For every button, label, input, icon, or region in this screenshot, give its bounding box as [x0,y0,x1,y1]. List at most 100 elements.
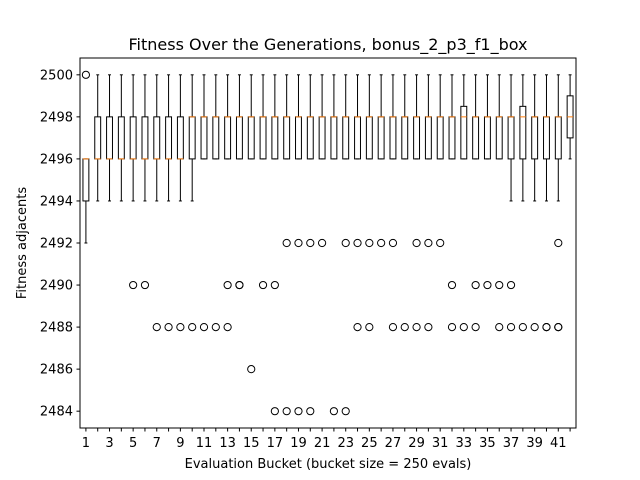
y-tick-label: 2494 [40,194,73,209]
outlier-point [530,322,539,332]
outlier-point [223,280,232,290]
x-tick-label: 33 [456,436,473,451]
outlier-point [317,238,327,248]
outlier-point [424,322,433,332]
x-tick-label: 9 [176,436,184,451]
box-4 [117,74,125,202]
box-24 [353,74,362,332]
box-20 [306,74,315,416]
x-tick-label: 29 [408,436,425,451]
outlier-point [471,280,480,290]
outlier-point [306,238,315,248]
box-6 [140,74,150,290]
x-tick-label: 31 [432,436,449,451]
y-axis-label: Fitness adjacents [15,187,30,299]
outlier-point [400,322,409,332]
outlier-point [152,322,161,332]
outlier-point [223,322,232,332]
outlier-point [341,238,350,248]
box-12 [211,74,220,332]
box-17 [270,74,279,416]
box-5 [129,74,138,290]
y-tick-label: 2486 [40,363,73,378]
outlier-point [294,238,303,248]
x-tick-label: 35 [479,436,496,451]
outlier-point [365,322,374,332]
outlier-point [412,322,421,332]
x-tick-label: 3 [105,436,113,451]
outlier-point [447,280,457,290]
box-27 [388,74,398,332]
outlier-point [164,322,173,332]
outlier-point [436,238,445,248]
y-tick-label: 2488 [40,321,73,336]
box-22 [329,74,339,416]
box-13 [223,74,232,332]
box-15 [247,74,256,374]
box-11 [199,74,209,332]
outlier-point [270,280,279,290]
outlier-point [412,238,421,248]
outlier-point [518,322,527,332]
x-tick-label: 13 [219,436,236,451]
outlier-point [258,280,268,290]
box-8 [164,74,173,332]
box-14 [235,74,244,290]
y-tick-label: 2484 [40,405,73,420]
box-39 [530,74,539,332]
outlier-point [388,322,398,332]
x-tick-label: 39 [526,436,543,451]
x-tick-label: 11 [196,436,213,451]
box-29 [412,74,421,332]
box-35 [483,74,492,290]
outlier-point [542,322,551,332]
outlier-point [365,238,374,248]
box-7 [152,74,161,332]
box-31 [436,74,445,248]
box-2 [94,74,102,202]
box-41 [554,74,563,332]
outlier-point [211,322,220,332]
box-18 [282,74,291,416]
box-30 [424,74,433,332]
box-1 [81,70,91,244]
box-37 [506,74,516,332]
iqr-box [460,105,468,160]
outlier-point [282,238,291,248]
boxes-layer [81,70,574,416]
box-21 [317,74,327,248]
outlier-point [81,70,91,79]
outlier-point [247,365,256,374]
box-16 [258,74,268,290]
box-19 [294,74,303,416]
plot-frame [79,57,577,429]
outlier-point [282,407,291,416]
x-tick-label: 17 [267,436,284,451]
x-tick-label: 27 [385,436,402,451]
outlier-point [199,322,209,332]
x-tick-label: 15 [243,436,260,451]
x-tick-label: 21 [314,436,331,451]
outlier-point [140,280,150,290]
outlier-point [188,322,197,332]
outlier-point [495,280,504,290]
box-34 [471,74,480,332]
box-42 [566,74,574,160]
outlier-point [270,407,279,416]
x-tick-label: 5 [129,436,137,451]
y-axis: 2484 2486 2488 2490 2492 2494 2496 2498 2500 [40,68,80,420]
y-tick-label: 2492 [40,237,73,252]
outlier-point [447,322,457,332]
box-9 [176,74,185,332]
outlier-point [329,407,339,416]
box-38 [518,74,527,332]
iqr-box [519,105,527,160]
outlier-point [341,407,350,416]
box-36 [495,74,504,332]
x-tick-label: 1 [82,436,90,451]
box-3 [106,74,113,202]
box-25 [365,74,374,332]
outlier-point [353,322,362,332]
outlier-point [176,322,185,332]
